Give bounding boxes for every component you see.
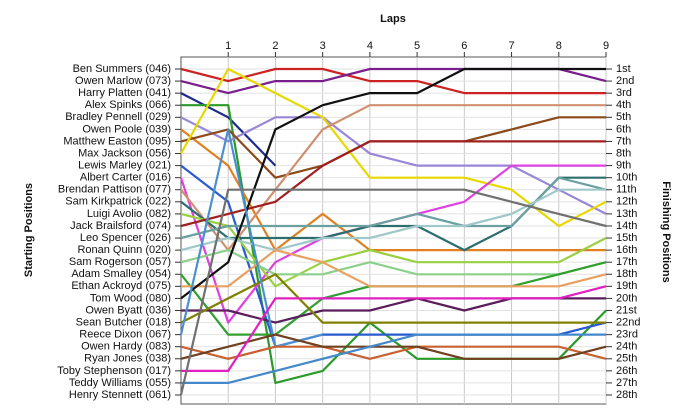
x-tick-label: 9	[603, 40, 609, 52]
driver-name: Toby Stephenson (017)	[57, 365, 171, 377]
y2-tick-label: 5th	[616, 111, 631, 123]
y2-tick-label: 24th	[616, 341, 637, 353]
x-tick-label: 6	[461, 40, 467, 52]
driver-line	[181, 249, 607, 288]
driver-line	[180, 104, 606, 252]
x-tick-label: 1	[225, 40, 231, 52]
y2-tick-label: 25th	[616, 353, 637, 365]
y2-tick-label: 13th	[616, 208, 637, 220]
driver-line	[180, 188, 606, 252]
labels: 1 2 3 4 5 6 7 8 9 1st2nd3rd4th5th6th7th8th9th10th…	[57, 40, 640, 401]
y2-tick-label: 10th	[616, 172, 637, 184]
driver-name: Owen Byatt (036)	[85, 304, 171, 316]
y2-tick-label: 2nd	[616, 75, 634, 87]
y2-tick-label: 23rd	[616, 329, 638, 341]
driver-name: Brendan Pattison (077)	[58, 184, 171, 196]
driver-line	[181, 333, 606, 384]
x-tick-label: 3	[320, 40, 326, 52]
driver-name: Sam Kirkpatrick (022)	[65, 196, 171, 208]
driver-name: Owen Poole (039)	[82, 123, 171, 135]
driver-name: Ronan Quinn (020)	[77, 244, 171, 256]
driver-name: Teddy Williams (055)	[69, 377, 171, 389]
driver-line	[180, 92, 277, 167]
y2-tick-label: 20th	[616, 292, 637, 304]
driver-line	[180, 116, 607, 215]
driver-line	[180, 212, 607, 288]
driver-line	[180, 333, 607, 360]
driver-line	[180, 67, 606, 300]
y2-tick-label: 3rd	[616, 87, 632, 99]
driver-name: Sam Rogerson (057)	[69, 256, 171, 268]
driver-name: Matthew Easton (095)	[63, 135, 171, 147]
y2-tick-label: 4th	[616, 99, 631, 111]
driver-name: Leo Spencer (026)	[80, 232, 171, 244]
y2-tick-label: 8th	[616, 147, 631, 159]
driver-name: Reece Dixon (067)	[79, 329, 171, 341]
driver-name: Ben Summers (046)	[73, 63, 171, 75]
y2-tick-label: 28th	[616, 389, 637, 401]
y2-tick-label: 15th	[616, 232, 637, 244]
driver-name: Bradley Pennell (029)	[65, 111, 171, 123]
driver-line	[180, 140, 606, 228]
y2-axis-title: Finishing Positions	[660, 181, 672, 282]
y2-tick-label: 9th	[616, 159, 631, 171]
driver-name: Tom Wood (080)	[90, 292, 171, 304]
driver-name: Henry Stennett (061)	[69, 389, 171, 401]
driver-name: Albert Carter (016)	[80, 172, 171, 184]
driver-line	[181, 285, 607, 372]
driver-name: Lewis Marley (021)	[78, 159, 171, 171]
y2-tick-label: 1st	[616, 63, 631, 75]
driver-name: Jack Brailsford (074)	[70, 220, 171, 232]
x-tick-label: 2	[272, 40, 278, 52]
y2-tick-label: 27th	[616, 377, 637, 389]
y2-tick-label: 7th	[616, 135, 631, 147]
driver-line	[180, 249, 607, 276]
x-tick-label: 5	[414, 40, 420, 52]
driver-name: Sean Butcher (018)	[76, 316, 171, 328]
y2-tick-label: 17th	[616, 256, 637, 268]
x-tick-label: 7	[508, 40, 514, 52]
driver-name: Ryan Jones (038)	[84, 353, 171, 365]
driver-line	[180, 67, 606, 95]
x-tick-label: 4	[367, 40, 373, 52]
y2-tick-label: 14th	[616, 220, 637, 232]
driver-name: Ethan Ackroyd (075)	[71, 280, 171, 292]
y2-tick-label: 11th	[616, 184, 637, 196]
lines	[179, 67, 607, 396]
y2-tick-label: 18th	[616, 268, 637, 280]
x-tick-label: 8	[556, 40, 562, 52]
driver-line	[180, 273, 606, 324]
y2-tick-label: 22nd	[616, 316, 640, 328]
driver-name: Max Jackson (056)	[78, 147, 171, 159]
y2-tick-label: 21st	[616, 304, 637, 316]
driver-name: Harry Platten (041)	[78, 87, 171, 99]
driver-line	[180, 345, 607, 360]
driver-name: Adam Smalley (054)	[71, 268, 171, 280]
driver-name: Alex Spinks (066)	[85, 99, 171, 111]
driver-name: Owen Hardy (083)	[81, 341, 171, 353]
y2-tick-label: 19th	[616, 280, 637, 292]
y2-tick-label: 12th	[616, 196, 637, 208]
y-axis-title: Starting Positions	[23, 183, 35, 277]
driver-name: Owen Marlow (073)	[75, 75, 171, 87]
driver-name: Luigi Avolio (082)	[87, 208, 171, 220]
x-axis-title: Laps	[380, 13, 406, 25]
y2-tick-label: 16th	[616, 244, 637, 256]
y2-tick-label: 26th	[616, 365, 637, 377]
y2-tick-label: 6th	[616, 123, 631, 135]
driver-line	[179, 188, 607, 396]
